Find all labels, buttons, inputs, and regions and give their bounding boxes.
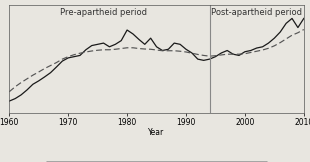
X-axis label: Year: Year: [148, 128, 165, 137]
Text: Post-apartheid period: Post-apartheid period: [211, 8, 302, 17]
Legend: Real per capita GDP, Potential per capita GDP: Real per capita GDP, Potential per capit…: [46, 161, 267, 162]
Text: Pre-apartheid period: Pre-apartheid period: [60, 8, 147, 17]
